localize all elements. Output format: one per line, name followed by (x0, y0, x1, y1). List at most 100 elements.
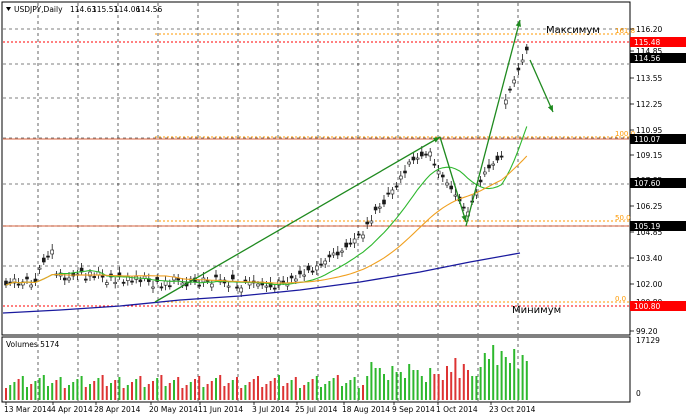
fib-label: 50.0 (615, 214, 631, 222)
collapse-triangle-icon[interactable] (6, 7, 11, 11)
volume-bar (72, 382, 75, 400)
arrow-down-forecast (529, 59, 554, 113)
volume-bar (236, 377, 238, 400)
time-label: 23 Oct 2014 (489, 405, 536, 414)
volume-bar (320, 387, 322, 400)
volume-bar (68, 385, 70, 400)
volume-bar (38, 378, 41, 400)
volume-bar (110, 383, 112, 400)
volume-bar (30, 384, 33, 400)
candle-body (226, 285, 231, 288)
candle-body (495, 155, 500, 161)
volume-bar (374, 368, 377, 400)
ma-fast-line (5, 126, 528, 286)
candle-body (335, 251, 340, 256)
volume-bar (488, 359, 490, 400)
volume-bar (131, 382, 133, 400)
candle-body (235, 286, 239, 289)
price-tag-label: 114.56 (634, 54, 660, 63)
volume-bar (143, 387, 146, 400)
volume-bar (458, 378, 461, 400)
candle-body (92, 276, 96, 278)
candle-body (180, 282, 185, 286)
candle-body (524, 46, 529, 51)
volume-bar (80, 376, 83, 400)
volume-bar (341, 386, 343, 400)
candle-body (344, 242, 349, 248)
volume-bar (240, 388, 243, 400)
volume-bar (294, 377, 297, 400)
volume-bar (336, 375, 339, 400)
candle-body (319, 263, 323, 266)
volume-bar (433, 374, 436, 400)
volume-bar (122, 388, 125, 400)
candle-body (407, 161, 412, 165)
candle-body (432, 163, 437, 166)
candle-body (394, 185, 399, 188)
grid (3, 3, 629, 401)
price-tag (630, 37, 686, 47)
volume-bar (307, 382, 310, 400)
volume-bar (299, 388, 301, 400)
volume-bar (404, 378, 406, 400)
volume-bar (370, 362, 373, 400)
volume-bar (189, 382, 192, 400)
candle-body (331, 252, 336, 256)
volume-bar (454, 358, 457, 400)
volume-bar (9, 385, 12, 400)
candle-body (398, 175, 403, 180)
volume-bar (349, 380, 352, 400)
volume-bar (135, 379, 138, 400)
volume-bar (378, 368, 381, 400)
time-label: 25 Jul 2014 (295, 405, 338, 414)
candle-body (499, 155, 504, 158)
candle-body (478, 179, 483, 183)
volume-bar (34, 381, 37, 400)
arrow-up-long-head (433, 137, 440, 143)
price-tag-label: 110.07 (634, 135, 660, 144)
volume-bar (286, 383, 289, 400)
volume-bar (101, 375, 104, 400)
volume-bar (269, 381, 272, 400)
ma-slow-line (2, 252, 521, 314)
volumes-label: Volumes 5174 (6, 340, 60, 349)
candle-body (508, 88, 512, 91)
volume-bar (521, 355, 524, 400)
volume-bar (252, 379, 255, 400)
arrow-down (439, 136, 467, 223)
volume-bar (441, 380, 444, 400)
volume-label: 17129 (636, 336, 660, 345)
candle-body (50, 249, 55, 255)
candle-body (352, 238, 357, 244)
time-label: 4 Apr 2014 (51, 405, 93, 414)
candle-body (163, 280, 168, 286)
candle-body (386, 192, 391, 195)
ohlc-close: 114.56 (136, 5, 162, 14)
volume-bar (504, 357, 507, 400)
candle-body (436, 170, 441, 175)
candle-body (12, 278, 17, 284)
volume-bar (496, 365, 499, 400)
volume-bar (429, 368, 432, 400)
volume-bar (492, 345, 495, 400)
price-label: 112.25 (636, 100, 662, 109)
arrow-up-final (465, 19, 521, 227)
candle-body (16, 283, 21, 286)
maximum-label: Максимум (546, 25, 600, 36)
volume-bar (391, 366, 394, 400)
volume-bar (244, 385, 247, 400)
candle-body (281, 280, 286, 283)
candle-body (46, 255, 50, 258)
candle-body (210, 283, 214, 288)
volume-bar (513, 349, 516, 400)
candle-body (348, 242, 353, 245)
fib-label: 161.8 (615, 27, 635, 35)
candle-body (449, 185, 454, 190)
time-label: 28 Apr 2014 (94, 405, 141, 414)
candle-body (411, 156, 416, 161)
price-label: 109.15 (636, 151, 662, 160)
minimum-label: Минимум (512, 305, 561, 316)
candle-body (503, 99, 508, 105)
volume-bar (76, 379, 79, 400)
